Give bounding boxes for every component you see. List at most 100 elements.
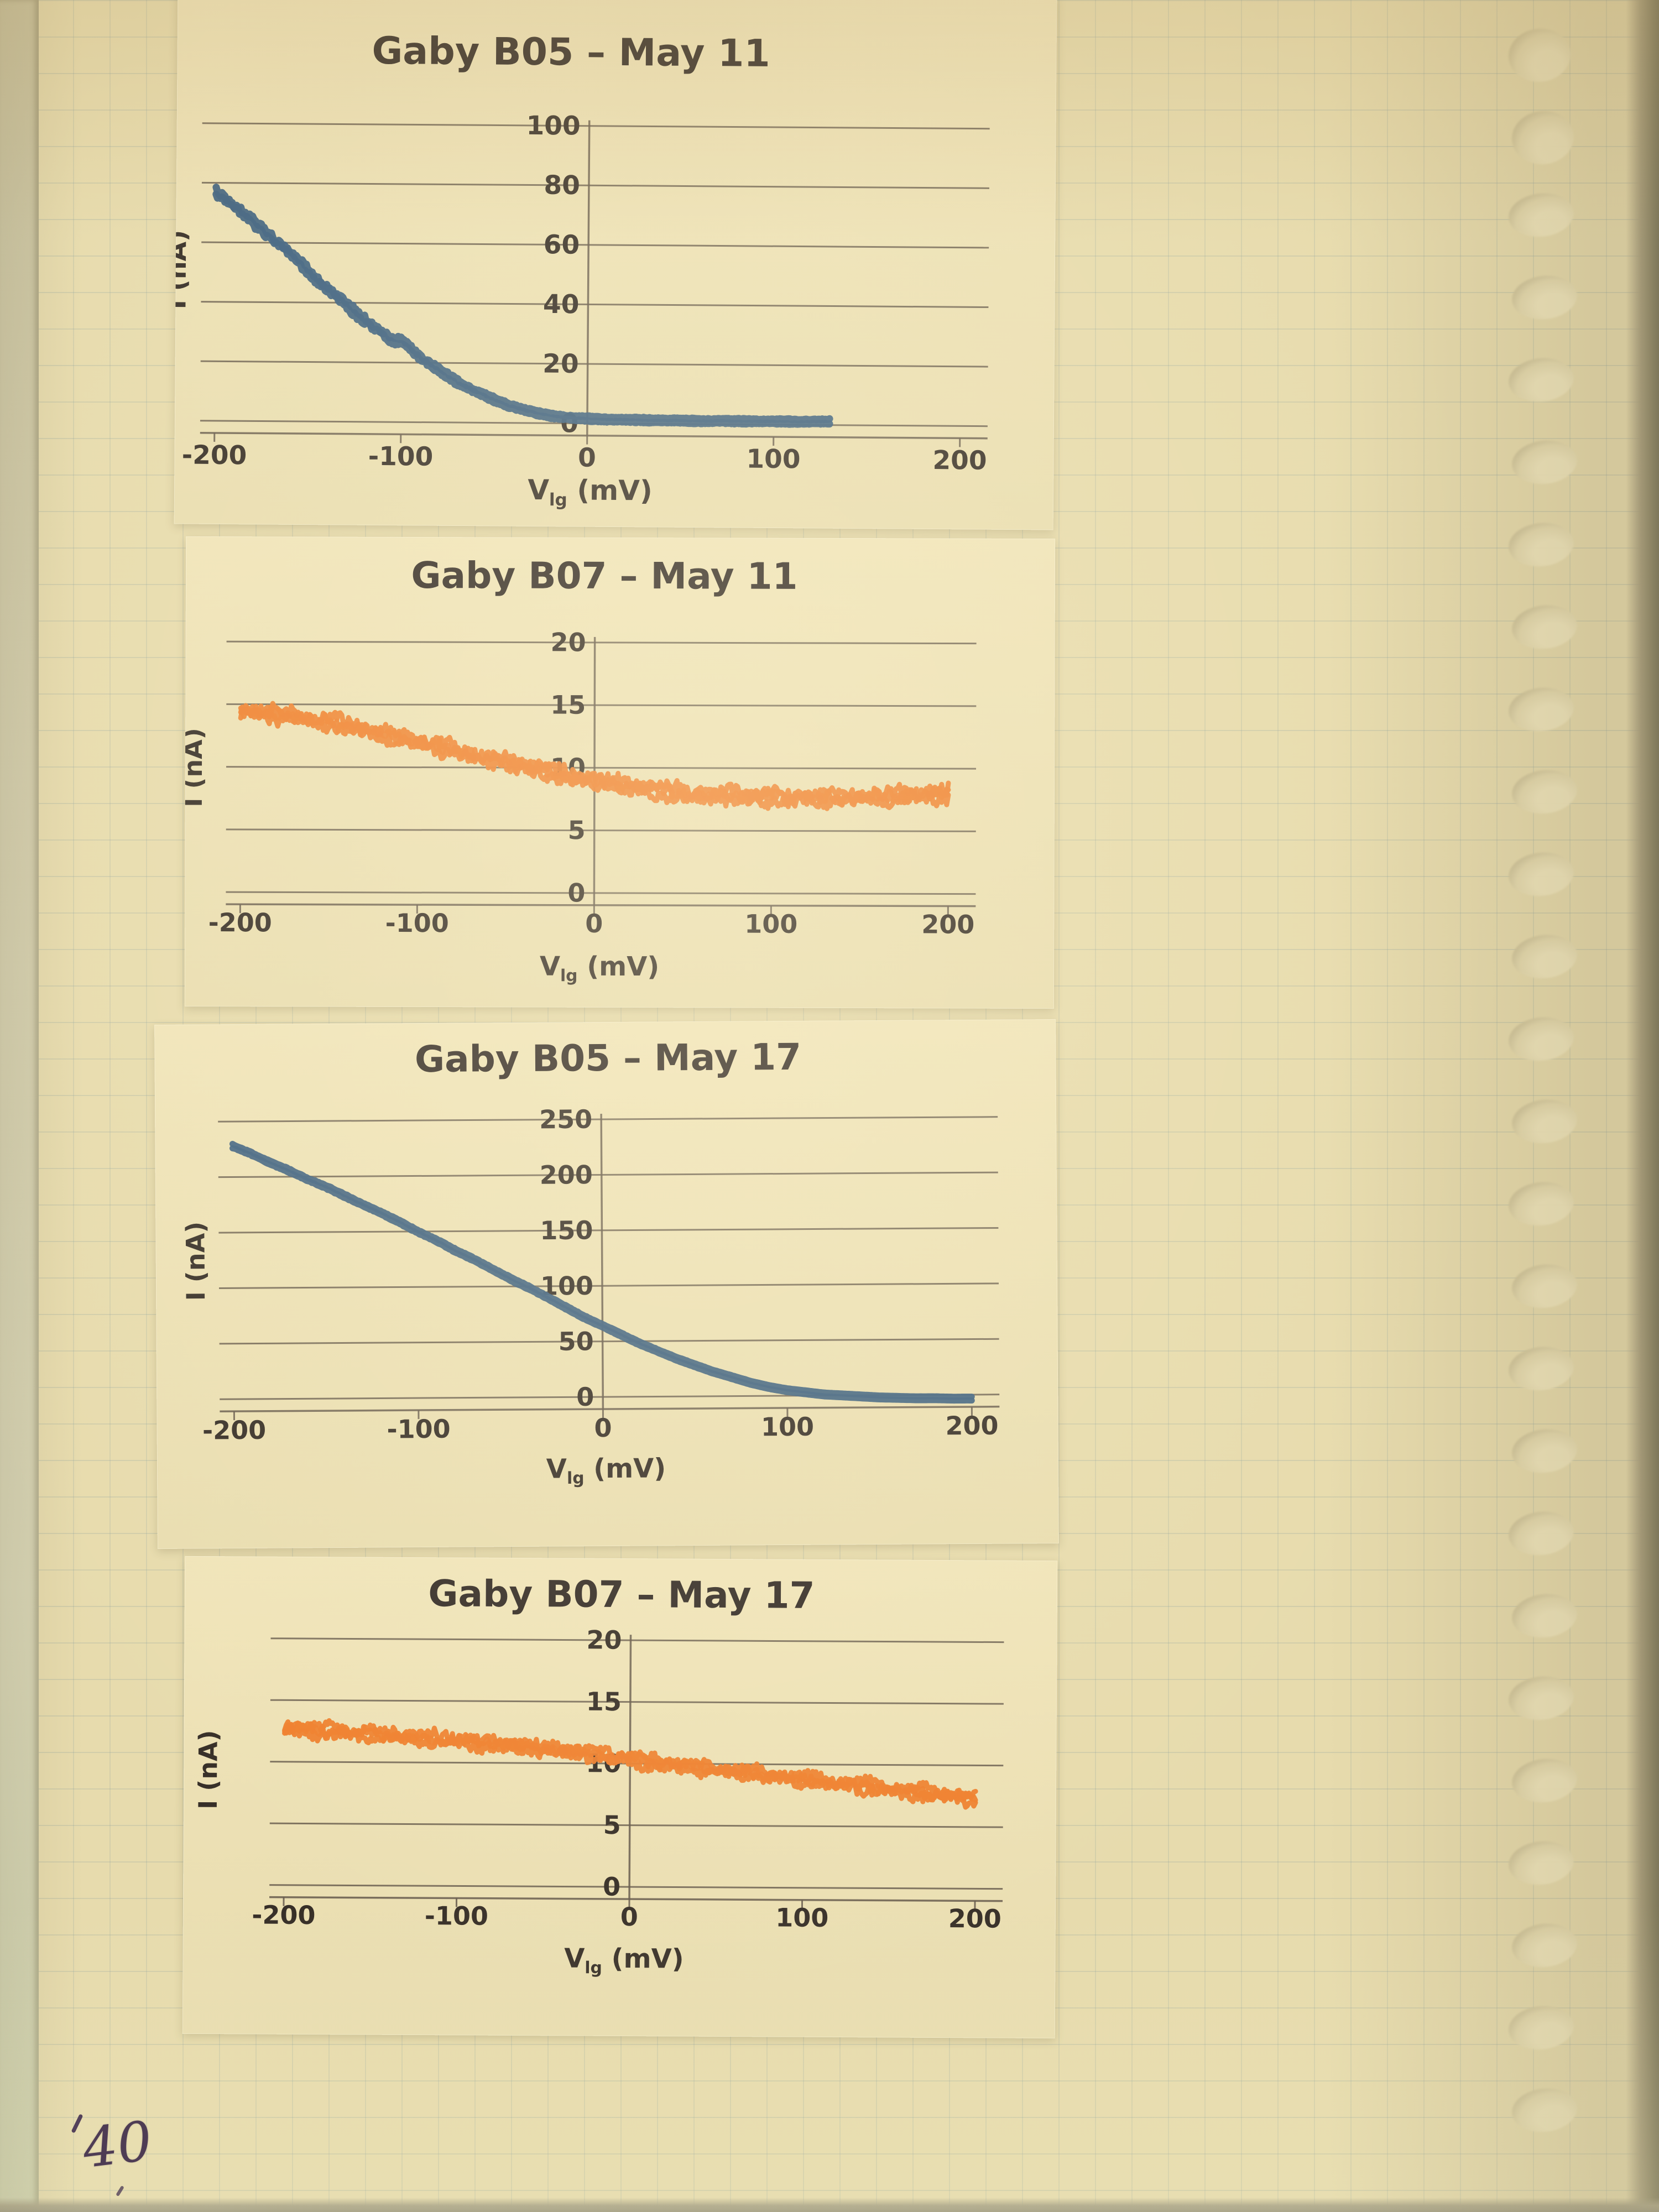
y-tick-label: 0 — [603, 1871, 620, 1901]
x-tick-label: 0 — [578, 443, 596, 473]
x-tick-label: 100 — [775, 1902, 828, 1933]
y-tick-label: 50 — [558, 1326, 593, 1356]
gridline — [218, 1227, 999, 1234]
y-tick-label: 0 — [576, 1382, 594, 1412]
gridline — [226, 828, 976, 832]
gridline — [200, 360, 988, 368]
page-right-edge-shadow — [1626, 0, 1659, 2212]
series-path — [212, 190, 833, 428]
zero-axis — [586, 120, 591, 436]
x-axis-title: Vlg (mV) — [546, 1453, 666, 1488]
data-series — [212, 184, 833, 428]
handwritten-page-number: 40 — [79, 2109, 156, 2181]
y-tick-label: 60 — [544, 229, 580, 260]
y-tick-label: 80 — [544, 170, 580, 201]
x-tick-label: -100 — [385, 908, 449, 938]
x-tick-label: 0 — [620, 1902, 638, 1932]
gridline — [201, 241, 989, 249]
series-path — [229, 1145, 975, 1404]
x-axis: -200 -100 0 100 200 — [208, 903, 976, 940]
gridline — [226, 766, 977, 770]
gridline — [201, 181, 989, 189]
gridline — [270, 1637, 1004, 1644]
x-tick-label: 100 — [744, 909, 797, 939]
y-tick-label: 200 — [540, 1160, 593, 1190]
gridline — [202, 122, 990, 130]
x-axis-line — [220, 1405, 1000, 1413]
gridline — [219, 1282, 999, 1289]
chart-title: Gaby B05 – May 17 — [415, 1036, 802, 1081]
x-tick-label: -200 — [208, 907, 272, 937]
y-axis-title: I (nA) — [174, 230, 192, 310]
gridline — [201, 301, 989, 309]
chart-title: Gaby B07 – May 11 — [411, 554, 797, 598]
x-tick-label: -200 — [202, 1415, 266, 1446]
x-tick-label: 0 — [594, 1413, 612, 1443]
x-axis-title: Vlg (mV) — [564, 1943, 684, 1978]
x-tick-label: -100 — [387, 1414, 450, 1444]
gridline — [226, 703, 977, 707]
series-path — [282, 1722, 978, 1810]
x-axis: -200 -100 0 100 200 — [202, 1405, 1000, 1446]
data-series — [229, 1141, 975, 1404]
y-tick-label: 100 — [526, 111, 580, 142]
y-tick-label: 5 — [568, 815, 586, 845]
x-axis-title: Vlg (mV) — [540, 951, 660, 986]
y-tick-label: 15 — [550, 690, 586, 720]
gridline — [270, 1699, 1004, 1705]
y-tick-label: 20 — [542, 348, 579, 379]
x-tick-label: 0 — [585, 909, 603, 938]
page-left-edge — [0, 0, 39, 2212]
x-axis: -200 -100 0 100 200 — [182, 432, 988, 476]
y-tick-label: 0 — [567, 878, 585, 907]
x-tick-label: -100 — [425, 1901, 488, 1931]
chart-card-2: Gaby B07 – May 11 0 5 10 15 20 -200 -100 0 100 200… — [184, 536, 1056, 1009]
x-axis-title: Vlg (mV) — [528, 474, 653, 511]
y-axis-title: I (nA) — [193, 1730, 223, 1809]
x-axis-line — [226, 903, 976, 907]
gridline — [218, 1116, 998, 1123]
gridline — [226, 640, 977, 645]
chart-card-4: Gaby B07 – May 17 0 5 10 15 20 -200 -100 0 100 200… — [182, 1556, 1058, 2039]
series-path — [212, 184, 833, 424]
chart-title: Gaby B07 – May 17 — [428, 1572, 815, 1617]
x-axis: -200 -100 0 100 200 — [252, 1896, 1003, 1934]
chart-card-3: Gaby B05 – May 17 0 50 100 150 200 250 -200 -100… — [154, 1019, 1059, 1549]
y-axis-title: I (nA) — [180, 1222, 211, 1301]
gridline — [219, 1338, 999, 1345]
chart-title: Gaby B05 – May 11 — [372, 29, 770, 76]
data-series — [282, 1718, 978, 1810]
y-tick-label: 5 — [603, 1810, 621, 1840]
chart-card-1: Gaby B05 – May 11 0 20 40 60 80 100 -200 -100 0 10… — [174, 0, 1057, 530]
y-tick-label: 20 — [551, 627, 586, 657]
page-bottom-edge — [0, 2198, 1659, 2212]
series-path — [229, 1141, 975, 1400]
y-tick-label: 40 — [543, 289, 580, 320]
x-tick-label: 200 — [945, 1411, 998, 1441]
x-tick-label: -100 — [368, 441, 434, 472]
x-tick-label: 200 — [921, 909, 974, 939]
x-tick-label: 100 — [761, 1412, 814, 1442]
x-axis-line — [200, 432, 988, 440]
x-tick-label: -200 — [182, 440, 247, 471]
y-tick-label: 20 — [586, 1625, 622, 1655]
y-axis-title: I (nA) — [185, 728, 208, 807]
x-tick-label: 100 — [746, 444, 800, 475]
x-axis-line — [269, 1896, 1003, 1902]
chart-svg: Gaby B05 – May 17 0 50 100 150 200 250 -200 -100… — [180, 1036, 1000, 1488]
gridline — [226, 891, 976, 895]
zero-axis — [628, 1635, 632, 1900]
zero-axis — [600, 1114, 604, 1410]
gridline — [269, 1884, 1003, 1890]
y-tick-label: 15 — [586, 1687, 622, 1717]
gridline — [218, 1171, 998, 1178]
y-tick-label: 150 — [540, 1215, 593, 1246]
y-tick-label: 250 — [539, 1104, 592, 1135]
